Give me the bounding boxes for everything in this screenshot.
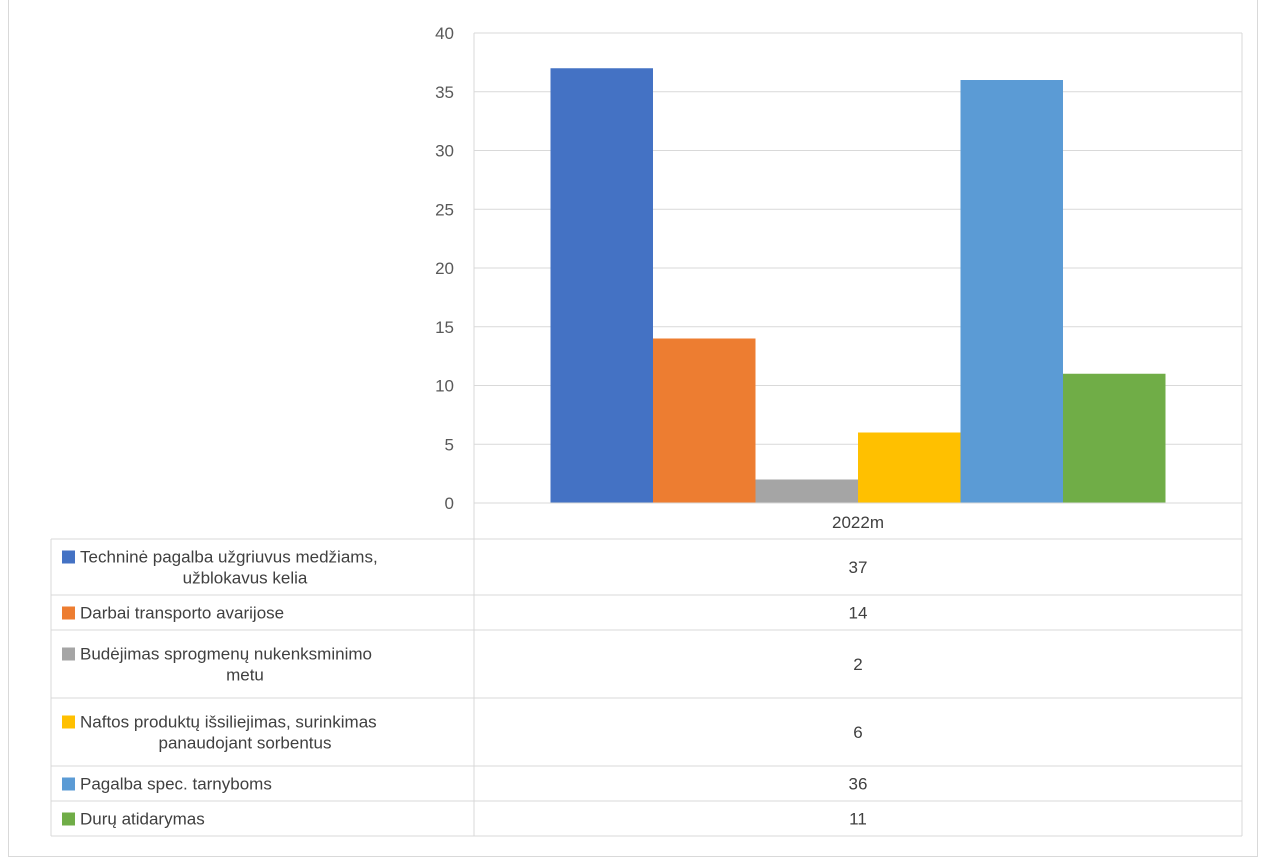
legend-label: metu bbox=[226, 666, 264, 685]
legend-label: Darbai transporto avarijose bbox=[80, 604, 284, 623]
bar bbox=[755, 479, 858, 503]
legend-label: Pagalba spec. tarnyboms bbox=[80, 775, 272, 794]
legend-label: Techninė pagalba užgriuvus medžiams, bbox=[80, 548, 378, 567]
bar bbox=[653, 338, 756, 503]
y-tick-label: 40 bbox=[435, 24, 454, 43]
bar bbox=[858, 432, 961, 503]
chart-frame bbox=[8, 0, 1258, 857]
bar bbox=[1063, 373, 1166, 503]
y-tick-label: 5 bbox=[445, 435, 454, 454]
legend-swatch bbox=[62, 777, 75, 791]
legend-label: panaudojant sorbentus bbox=[159, 734, 332, 753]
bar bbox=[550, 68, 653, 503]
legend-label: Naftos produktų išsiliejimas, surinkimas bbox=[80, 713, 377, 732]
legend-swatch bbox=[62, 715, 75, 729]
y-tick-label: 10 bbox=[435, 377, 454, 396]
bar bbox=[960, 80, 1063, 503]
legend-label: užblokavus kelia bbox=[183, 569, 308, 588]
data-table-value: 36 bbox=[849, 775, 868, 794]
legend-swatch bbox=[62, 550, 75, 564]
legend-swatch bbox=[62, 606, 75, 620]
data-table-value: 14 bbox=[849, 604, 868, 623]
y-tick-label: 25 bbox=[435, 200, 454, 219]
data-table-value: 6 bbox=[853, 723, 862, 742]
legend-label: Budėjimas sprogmenų nukenksminimo bbox=[80, 645, 372, 664]
data-table-value: 2 bbox=[853, 655, 862, 674]
legend-label: Durų atidarymas bbox=[80, 810, 205, 829]
y-tick-label: 30 bbox=[435, 142, 454, 161]
y-tick-label: 35 bbox=[435, 83, 454, 102]
legend-swatch bbox=[62, 812, 75, 826]
y-tick-label: 15 bbox=[435, 318, 454, 337]
category-label: 2022m bbox=[832, 513, 884, 532]
legend-swatch bbox=[62, 647, 75, 661]
y-tick-label: 0 bbox=[445, 494, 454, 513]
data-table-value: 37 bbox=[849, 558, 868, 577]
data-table-value: 11 bbox=[849, 810, 867, 829]
y-tick-label: 20 bbox=[435, 259, 454, 278]
